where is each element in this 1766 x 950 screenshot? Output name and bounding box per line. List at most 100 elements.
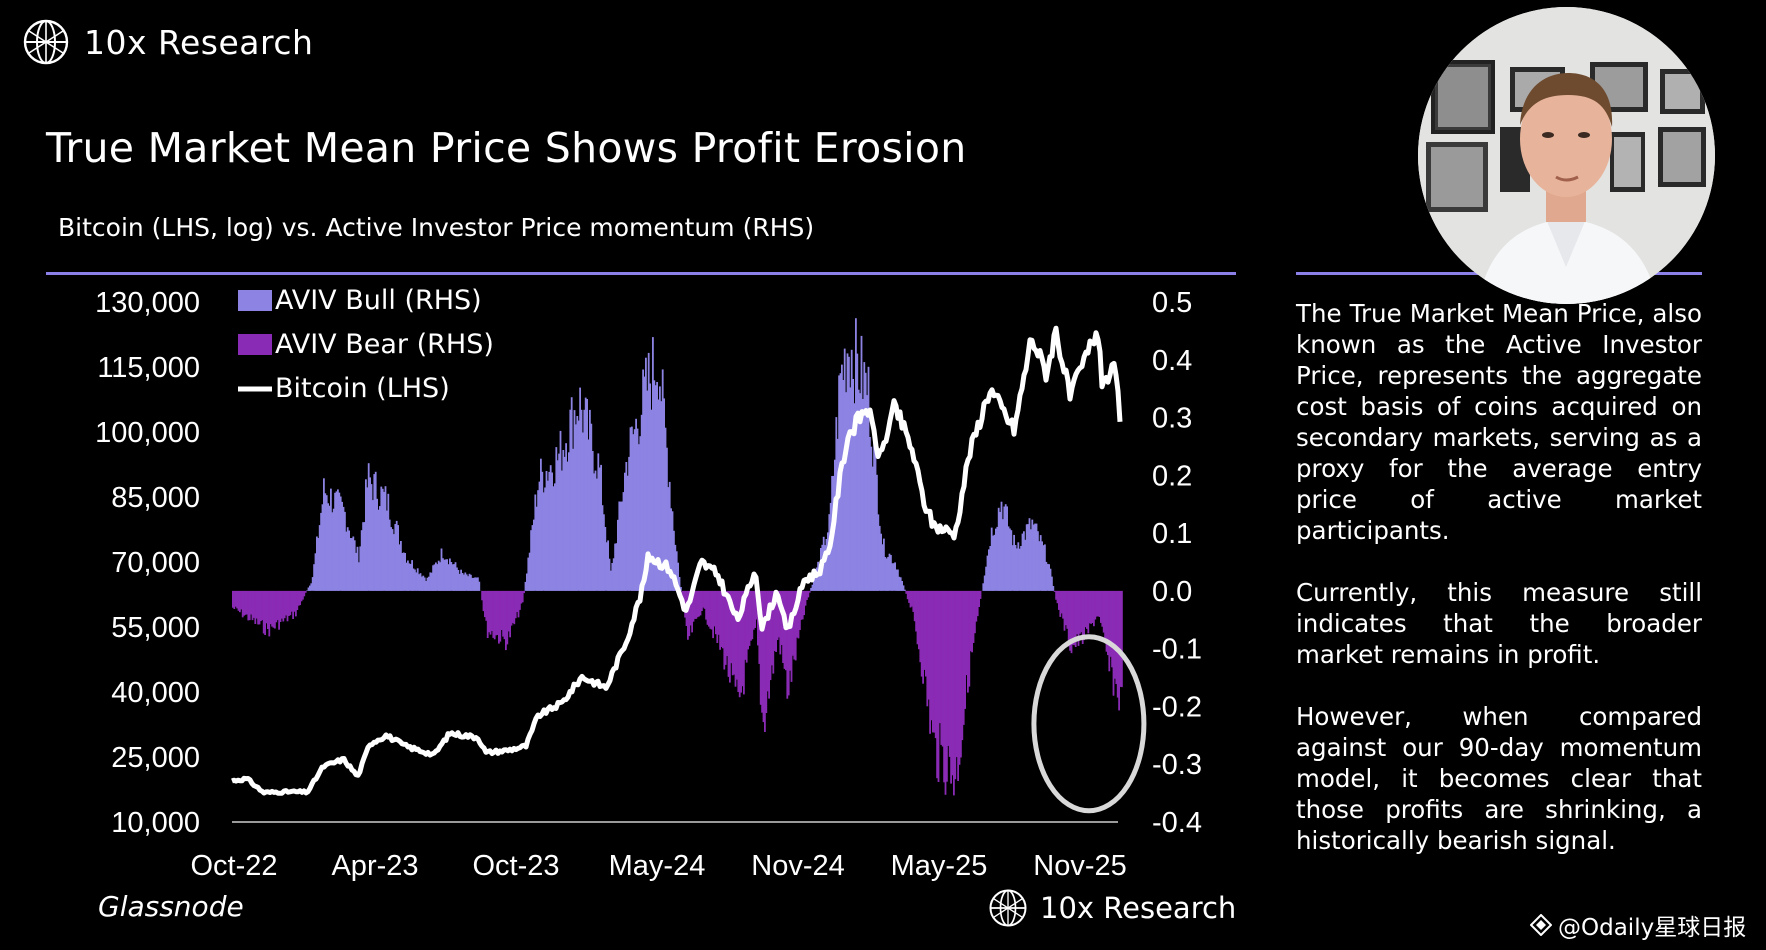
aviv-bull-bar	[864, 372, 867, 591]
aviv-bear-bar	[779, 590, 782, 655]
aviv-bear-bar	[943, 590, 945, 783]
x-tick-label: May-24	[609, 850, 706, 882]
aviv-bull-bar	[408, 563, 411, 591]
aviv-bull-bar	[568, 452, 570, 591]
aviv-bull-bar	[569, 409, 572, 591]
aviv-bull-bar	[619, 501, 622, 591]
aviv-bear-bar	[940, 590, 943, 745]
aviv-bull-bar	[1044, 544, 1046, 591]
aviv-bull-bar	[638, 444, 640, 591]
aviv-bull-bar	[437, 560, 440, 591]
aviv-bull-bar	[387, 493, 390, 591]
left-tick-label: 130,000	[95, 287, 200, 319]
aviv-bull-bar	[310, 583, 313, 591]
aviv-bear-bar	[783, 590, 786, 669]
aviv-bull-bar	[598, 467, 601, 591]
aviv-bear-bar	[278, 590, 280, 630]
aviv-bull-bar	[677, 562, 679, 591]
aviv-bear-bar	[757, 590, 759, 646]
aviv-bull-bar	[1039, 535, 1042, 591]
aviv-bull-bar	[404, 553, 406, 591]
right-tick-label: -0.1	[1152, 634, 1202, 666]
aviv-bear-bar	[297, 590, 300, 606]
aviv-bull-bar	[1021, 533, 1024, 591]
aviv-bull-bar	[668, 481, 671, 591]
brand-header: 10x Research	[22, 18, 313, 66]
aviv-bear-bar	[1063, 590, 1066, 631]
right-axis-ticks: 0.5 0.4 0.3 0.2 0.1 0.0 -0.1 -0.2 -0.3 -0.4	[1152, 287, 1202, 839]
aviv-bull-bar	[430, 572, 433, 591]
aviv-bear-bar	[915, 590, 917, 632]
aviv-bull-bar	[386, 510, 388, 591]
aviv-bear-bar	[800, 590, 803, 620]
aviv-bear-bar	[726, 590, 728, 657]
aviv-bear-bar	[1091, 590, 1094, 623]
aviv-bear-bar	[771, 590, 773, 666]
aviv-bear-bar	[1062, 590, 1064, 619]
aviv-bull-bar	[467, 576, 469, 591]
aviv-bear-bar	[975, 590, 978, 622]
aviv-bear-bar	[289, 590, 292, 616]
aviv-bull-bar	[594, 470, 597, 591]
aviv-bear-bar	[1053, 590, 1056, 592]
aviv-bull-bar	[549, 465, 552, 591]
aviv-bear-bar	[1072, 590, 1074, 645]
aviv-bull-bar	[415, 572, 418, 591]
aviv-bear-bar	[699, 590, 702, 616]
aviv-bear-bar	[759, 590, 762, 705]
aviv-bear-bar	[778, 590, 780, 638]
aviv-bull-bar	[894, 562, 896, 591]
aviv-bear-bar	[752, 590, 755, 630]
aviv-bull-bar	[1011, 545, 1014, 591]
aviv-bull-bar	[528, 552, 531, 591]
aviv-bull-bar	[318, 525, 321, 591]
aviv-bear-bar	[299, 590, 301, 606]
aviv-bear-bar	[296, 590, 299, 610]
aviv-bear-bar	[787, 590, 790, 696]
aviv-bull-bar	[534, 494, 537, 591]
aviv-bear-bar	[773, 590, 776, 651]
aviv-bear-bar	[701, 590, 703, 611]
aviv-bull-bar	[860, 335, 863, 591]
aviv-bull-bar	[628, 456, 630, 591]
watermark: @Odaily星球日报	[1530, 908, 1746, 942]
aviv-bull-bar	[478, 581, 481, 591]
aviv-bull-bar	[458, 573, 461, 591]
left-tick-label: 10,000	[111, 807, 200, 839]
aviv-bear-bar	[523, 590, 525, 594]
aviv-bull-bar	[899, 577, 902, 591]
aviv-bear-bar	[717, 590, 720, 635]
aviv-bull-bar	[397, 525, 399, 591]
aviv-bear-bar	[953, 590, 955, 796]
aviv-bull-bar	[1035, 523, 1038, 591]
right-tick-label: -0.2	[1152, 691, 1202, 723]
aviv-bear-bar	[772, 590, 775, 674]
aviv-bear-bar	[786, 590, 789, 699]
aviv-bull-bar	[1017, 542, 1020, 591]
aviv-bull-bar	[554, 483, 556, 591]
aviv-bear-bar	[510, 590, 513, 626]
aviv-bear-bar	[254, 590, 257, 624]
aviv-bull-bar	[1018, 548, 1021, 591]
right-tick-label: 0.0	[1152, 576, 1192, 608]
aviv-bull-bar	[369, 477, 371, 591]
aviv-bull-bar	[597, 453, 600, 591]
aviv-bull-bar	[409, 564, 412, 591]
aviv-bull-bar	[461, 573, 464, 591]
aviv-bull-bar	[878, 525, 881, 591]
aviv-bull-bar	[1034, 523, 1036, 591]
aviv-bull-bar	[321, 504, 324, 591]
aviv-bear-bar	[937, 590, 940, 782]
aviv-bull-bar	[414, 569, 416, 591]
aviv-bear-bar	[1109, 590, 1112, 657]
aviv-bull-bar	[593, 473, 595, 591]
aviv-bull-bar	[885, 558, 888, 591]
aviv-bull-bar	[863, 362, 866, 591]
aviv-bull-bar	[327, 503, 329, 591]
aviv-bull-bar	[591, 451, 594, 591]
aviv-bear-bar	[976, 590, 979, 617]
aviv-bear-bar	[695, 590, 698, 619]
aviv-bull-bar	[383, 491, 385, 591]
aviv-bull-bar	[373, 474, 376, 591]
commentary-paragraph: Currently, this measure still indicates …	[1296, 578, 1702, 669]
